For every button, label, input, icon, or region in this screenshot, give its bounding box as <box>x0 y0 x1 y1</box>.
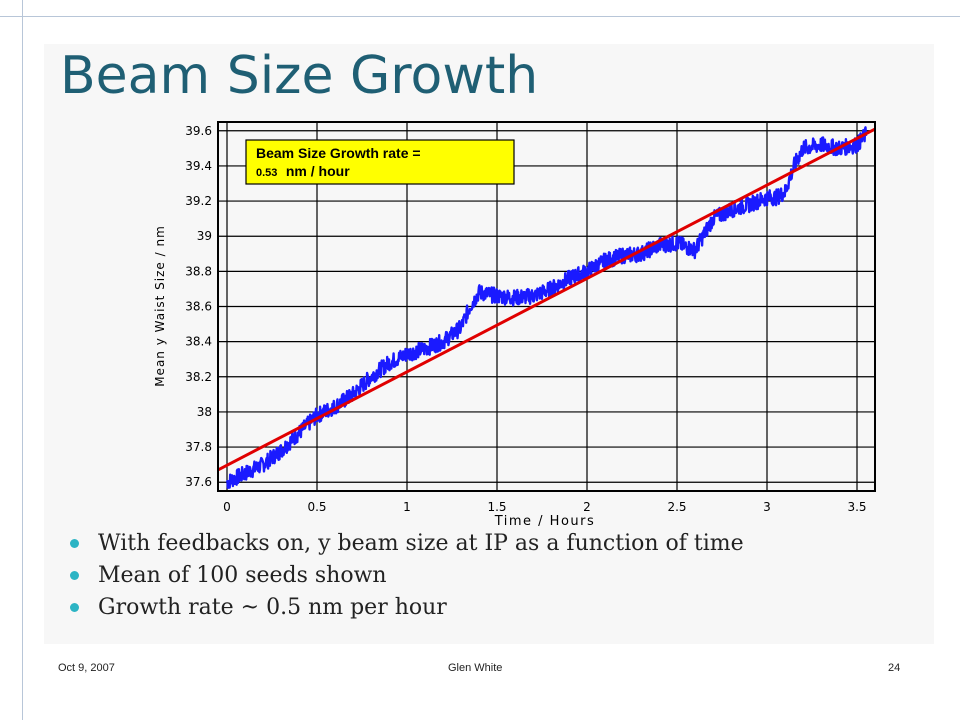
y-tick-label: 37.8 <box>185 440 212 454</box>
annotation-rate-units: nm / hour <box>286 163 350 179</box>
y-tick-label: 37.6 <box>185 475 212 489</box>
x-axis-label: Time / Hours <box>494 514 596 526</box>
slide-title: Beam Size Growth <box>60 46 539 106</box>
annotation-rate-value: 0.53 <box>256 167 277 179</box>
bullet-text: Growth rate ~ 0.5 nm per hour <box>98 595 447 620</box>
y-tick-label: 39.4 <box>185 159 212 173</box>
series-layer <box>217 126 876 489</box>
plot-frame <box>217 121 876 492</box>
bullet-dot-icon <box>70 571 79 580</box>
bullet-dot-icon <box>70 603 79 612</box>
bullet-item: Mean of 100 seeds shown <box>68 560 744 592</box>
bullet-list: With feedbacks on, y beam size at IP as … <box>68 528 744 624</box>
y-tick-label: 38.2 <box>185 370 212 384</box>
bullet-text: With feedbacks on, y beam size at IP as … <box>98 531 744 556</box>
x-tick-label: 3 <box>763 500 771 514</box>
x-tick-label: 0.5 <box>307 500 326 514</box>
y-tick-label: 38.6 <box>185 300 212 314</box>
x-tick-label: 2.5 <box>667 500 686 514</box>
x-tick-label: 0 <box>223 500 231 514</box>
x-tick-label: 3.5 <box>847 500 866 514</box>
growth-rate-annotation: Beam Size Growth rate = 0.53 nm / hour <box>245 139 515 185</box>
bullet-item: With feedbacks on, y beam size at IP as … <box>68 528 744 560</box>
series-linear-fit <box>217 127 876 472</box>
annotation-line-1: Beam Size Growth rate = <box>256 145 421 161</box>
series-mean-beam-size <box>225 126 868 489</box>
footer-author: Glen White <box>448 662 503 674</box>
bullet-item: Growth rate ~ 0.5 nm per hour <box>68 592 744 624</box>
y-tick-label: 39.6 <box>185 124 212 138</box>
y-tick-label: 38 <box>197 405 212 419</box>
bullet-dot-icon <box>70 539 79 548</box>
y-tick-label: 39.2 <box>185 194 212 208</box>
annotation-box <box>245 139 515 185</box>
x-tick-label: 1.5 <box>487 500 506 514</box>
x-tick-label: 1 <box>403 500 411 514</box>
y-tick-label: 38.4 <box>185 335 212 349</box>
y-tick-label: 39 <box>197 229 212 243</box>
footer-page-number: 24 <box>888 662 901 674</box>
x-tick-label: 2 <box>583 500 591 514</box>
annotation-line-2: 0.53 nm / hour <box>256 163 350 180</box>
slide-frame-top <box>0 0 960 17</box>
slide-frame-left <box>22 0 23 720</box>
bullet-text: Mean of 100 seeds shown <box>98 563 387 588</box>
tick-layer: 0 0.5 1 1.5 2 2.5 3 3.5 37.6 37.8 38 38.2 38.4 38.6 38… <box>185 124 866 514</box>
beam-size-chart: 0 0.5 1 1.5 2 2.5 3 3.5 37.6 37.8 38 38.2 38.4 38.6 38… <box>153 121 876 526</box>
y-axis-label: Mean y Waist Size / nm <box>153 225 167 387</box>
y-tick-label: 38.8 <box>185 264 212 278</box>
footer-date: Oct 9, 2007 <box>58 662 115 674</box>
